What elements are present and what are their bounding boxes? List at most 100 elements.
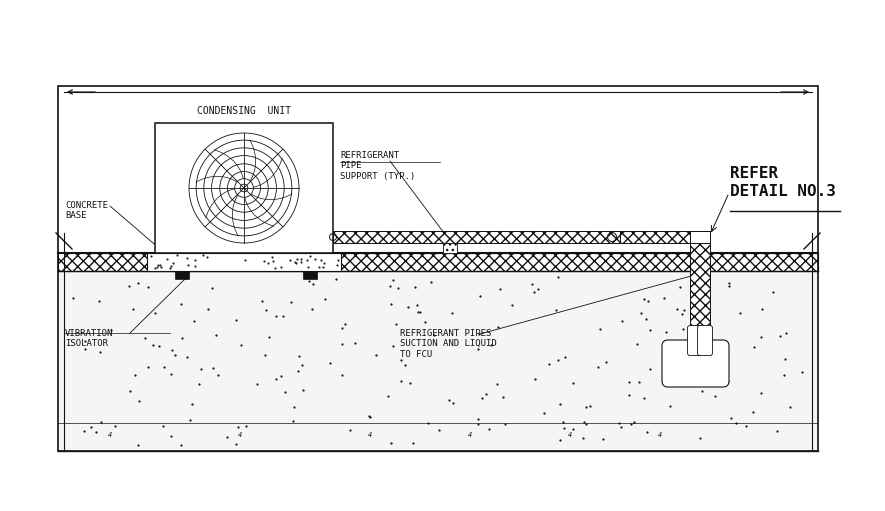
Point [641,296,655,305]
Point [692,434,706,442]
Point [274,263,289,271]
Point [78,344,92,353]
Point [104,326,119,334]
Point [696,357,711,365]
Point [386,276,400,284]
Point [258,306,273,314]
Point [637,393,651,402]
Point [330,261,344,269]
Point [408,283,422,291]
Point [229,316,243,324]
Point [673,337,687,345]
Point [149,309,163,317]
Point [550,273,565,282]
Point [166,259,181,267]
Point [754,389,768,397]
Point [126,305,140,313]
Point [773,332,787,340]
Point [303,252,317,260]
Point [127,371,142,380]
Point [278,388,292,397]
Point [471,344,485,353]
Point [92,297,106,305]
Point [258,351,272,359]
Point [308,255,322,263]
Point [391,284,405,292]
Bar [155,123,333,253]
Point [599,358,613,366]
Point [552,435,566,444]
Point [677,306,691,314]
Bar [333,231,620,243]
Point [471,414,485,423]
Point [123,386,137,394]
Text: DETAIL NO.3: DETAIL NO.3 [730,184,835,199]
Point [484,341,498,349]
Point [184,400,198,408]
Bar [690,231,710,243]
Text: 4: 4 [238,432,242,438]
Point [766,288,781,296]
Point [473,292,488,300]
Point [729,419,743,427]
Point [181,353,195,361]
Point [144,252,158,260]
Point [305,305,319,313]
Point [770,427,784,435]
Point [363,413,377,421]
Point [383,282,397,290]
Point [342,426,357,434]
Bar [147,253,341,271]
Point [493,285,507,293]
Point [779,329,793,337]
Point [582,402,596,410]
Point [331,257,345,265]
Point [778,355,792,363]
Point [643,327,657,335]
Point [284,298,298,306]
Point [292,352,306,360]
Point [398,361,412,369]
Point [348,339,362,347]
Point [163,264,177,272]
Point [442,397,457,405]
Point [66,294,81,302]
Point [266,257,281,265]
Point [418,318,432,326]
Point [432,426,446,434]
Point [394,356,408,364]
Text: REFRIGERANT
PIPE
SUPPORT (TYP.): REFRIGERANT PIPE SUPPORT (TYP.) [340,151,415,181]
Point [200,253,214,261]
Point [663,402,677,410]
Point [77,427,91,435]
Point [262,333,276,341]
Point [88,428,103,436]
Bar [58,271,818,451]
Point [556,418,570,426]
Point [266,252,280,261]
Text: 4: 4 [108,432,112,438]
Point [209,331,223,339]
Point [566,425,581,433]
Point [498,420,512,428]
Point [381,392,395,400]
Point [496,393,510,402]
Point [201,305,215,313]
Point [294,258,308,266]
Point [131,280,145,288]
Point [318,259,332,267]
Point [156,422,170,430]
Point [132,397,146,405]
Point [211,371,225,379]
Point [231,423,245,431]
Point [622,378,636,386]
Point [659,328,673,336]
Point [137,334,151,342]
Point [306,280,320,288]
Point [94,417,108,426]
Point [286,416,300,425]
Point [175,334,189,342]
Point [643,365,658,373]
Point [276,312,290,320]
Point [557,424,571,432]
